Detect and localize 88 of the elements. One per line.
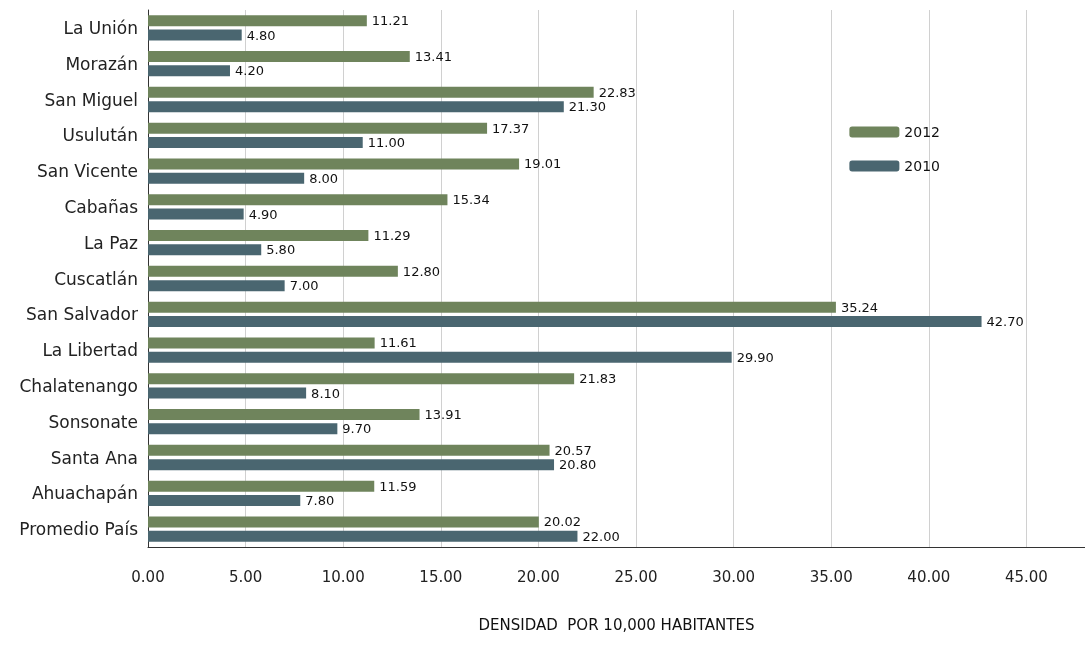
bar bbox=[148, 15, 367, 27]
y-tick-label: Promedio País bbox=[19, 519, 139, 540]
y-tick-label: La Paz bbox=[83, 232, 139, 253]
legend-label: 2012 bbox=[904, 124, 941, 140]
data-label: 9.70 bbox=[342, 421, 372, 437]
x-tick-label: 15.00 bbox=[419, 567, 463, 586]
bar bbox=[148, 444, 550, 456]
data-label: 20.80 bbox=[559, 457, 597, 473]
data-label: 21.30 bbox=[568, 99, 607, 115]
data-label: 4.90 bbox=[248, 206, 278, 222]
bar bbox=[148, 337, 375, 349]
data-label: 21.83 bbox=[579, 371, 617, 387]
y-tick-label: Chalatenango bbox=[19, 375, 138, 396]
bar bbox=[148, 387, 307, 399]
bar bbox=[148, 516, 539, 528]
y-tick-label: Morazán bbox=[65, 53, 138, 74]
data-label: 35.24 bbox=[840, 299, 879, 315]
data-label: 22.00 bbox=[582, 528, 620, 544]
data-label: 11.59 bbox=[379, 478, 417, 494]
bar bbox=[148, 86, 594, 98]
bar bbox=[148, 29, 242, 41]
bar bbox=[148, 136, 363, 148]
y-tick-label: Ahuachapán bbox=[31, 483, 138, 504]
data-label: 5.80 bbox=[266, 242, 296, 258]
y-tick-label: Cuscatlán bbox=[54, 268, 138, 289]
x-tick-label: 35.00 bbox=[809, 567, 853, 586]
data-label: 4.20 bbox=[234, 63, 264, 79]
bar bbox=[148, 230, 369, 242]
bar bbox=[148, 122, 488, 134]
y-tick-label: San Miguel bbox=[44, 89, 138, 110]
bar bbox=[148, 158, 520, 170]
data-label: 13.41 bbox=[414, 49, 452, 65]
bar bbox=[148, 280, 285, 292]
bar bbox=[148, 172, 305, 184]
bar bbox=[148, 494, 301, 506]
y-tick-label: San Vicente bbox=[36, 161, 138, 182]
data-label: 7.80 bbox=[305, 492, 335, 508]
data-label: 17.37 bbox=[492, 120, 530, 136]
data-label: 29.90 bbox=[736, 349, 774, 365]
bar bbox=[148, 315, 982, 327]
bar bbox=[148, 51, 410, 63]
data-label: 19.01 bbox=[524, 156, 562, 172]
x-tick-label: 30.00 bbox=[712, 567, 756, 586]
data-label: 11.00 bbox=[367, 134, 405, 150]
data-label: 7.00 bbox=[289, 278, 319, 294]
data-label: 4.80 bbox=[246, 27, 276, 43]
bar bbox=[148, 65, 230, 77]
bar bbox=[148, 530, 578, 542]
bar bbox=[148, 244, 262, 256]
y-tick-label: Usulután bbox=[62, 125, 138, 146]
data-label: 42.70 bbox=[986, 313, 1024, 329]
data-label: 20.02 bbox=[543, 514, 582, 530]
bar bbox=[148, 480, 375, 492]
data-label: 11.21 bbox=[371, 13, 410, 29]
bar bbox=[148, 301, 836, 313]
legend-label: 2010 bbox=[904, 158, 941, 174]
data-label: 8.00 bbox=[309, 170, 339, 186]
x-tick-label: 0.00 bbox=[131, 567, 165, 586]
y-tick-label: Sonsonate bbox=[48, 411, 138, 432]
y-tick-label: La Unión bbox=[63, 17, 138, 38]
y-tick-label: Santa Ana bbox=[50, 447, 138, 468]
data-label: 13.91 bbox=[424, 407, 462, 423]
data-label: 11.29 bbox=[373, 228, 411, 244]
x-tick-label: 25.00 bbox=[614, 567, 658, 586]
y-tick-label: Cabañas bbox=[64, 196, 139, 217]
data-label: 22.83 bbox=[598, 84, 636, 100]
x-axis-title: DENSIDAD POR 10,000 HABITANTES bbox=[478, 615, 755, 634]
x-tick-label: 5.00 bbox=[228, 567, 263, 586]
y-tick-label: San Salvador bbox=[26, 304, 138, 325]
x-tick-label: 40.00 bbox=[907, 567, 951, 586]
bar bbox=[148, 194, 448, 206]
bar bbox=[148, 373, 575, 385]
y-tick-label: La Libertad bbox=[42, 340, 138, 361]
bar bbox=[148, 423, 338, 435]
data-label: 11.61 bbox=[379, 335, 417, 351]
x-tick-label: 20.00 bbox=[516, 567, 560, 586]
bar bbox=[148, 409, 420, 421]
bar bbox=[148, 459, 555, 471]
x-tick-label: 10.00 bbox=[321, 567, 365, 586]
bar bbox=[148, 351, 732, 363]
data-label: 12.80 bbox=[402, 263, 441, 279]
data-label: 8.10 bbox=[311, 385, 341, 401]
data-label: 20.57 bbox=[554, 442, 592, 458]
data-label: 15.34 bbox=[452, 192, 490, 208]
bar bbox=[148, 208, 244, 220]
x-tick-label: 45.00 bbox=[1004, 567, 1048, 586]
bar bbox=[148, 101, 564, 113]
bar bbox=[148, 265, 398, 277]
